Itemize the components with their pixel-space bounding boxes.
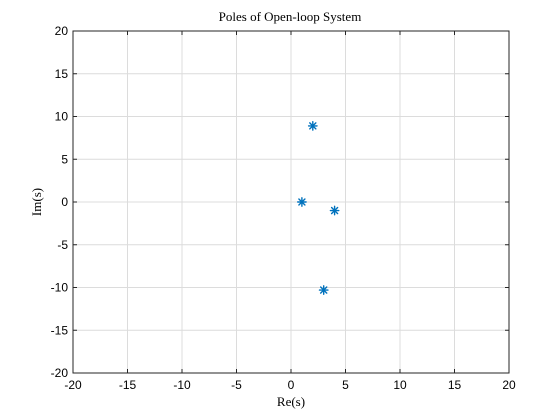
y-tick-label: 0 — [61, 195, 68, 209]
chart-title: Poles of Open-loop System — [219, 9, 362, 24]
y-axis-label: Im(s) — [29, 188, 44, 216]
x-tick-label: -20 — [64, 378, 82, 392]
ticks — [72, 30, 510, 374]
x-tick-label: 10 — [393, 378, 407, 392]
pole-marker — [297, 197, 307, 207]
x-tick-label: 0 — [288, 378, 295, 392]
x-axis-label: Re(s) — [277, 394, 305, 409]
pole-marker — [318, 285, 329, 295]
y-tick-label: 20 — [55, 24, 69, 38]
x-tick-label: 20 — [502, 378, 516, 392]
x-tick-label: 15 — [448, 378, 462, 392]
x-tick-label: 5 — [342, 378, 349, 392]
y-tick-label: 15 — [55, 67, 69, 81]
x-tick-label: -5 — [231, 378, 242, 392]
pole-marker — [307, 121, 318, 131]
x-tick-label: -10 — [173, 378, 191, 392]
x-tick-label: -15 — [119, 378, 137, 392]
y-tick-label: 10 — [55, 110, 69, 124]
y-tick-label: -15 — [51, 323, 69, 337]
pole-markers — [297, 121, 340, 295]
tick-labels: -20 -15 -10 -5 0 5 10 15 20 -20 -15 -10 -5 0 5 10 15 20 — [51, 24, 516, 392]
grid — [73, 31, 509, 373]
pole-marker — [329, 205, 340, 216]
y-tick-label: -20 — [51, 366, 69, 380]
y-tick-label: -10 — [51, 281, 69, 295]
y-tick-label: -5 — [57, 238, 68, 252]
y-tick-label: 5 — [61, 152, 68, 166]
